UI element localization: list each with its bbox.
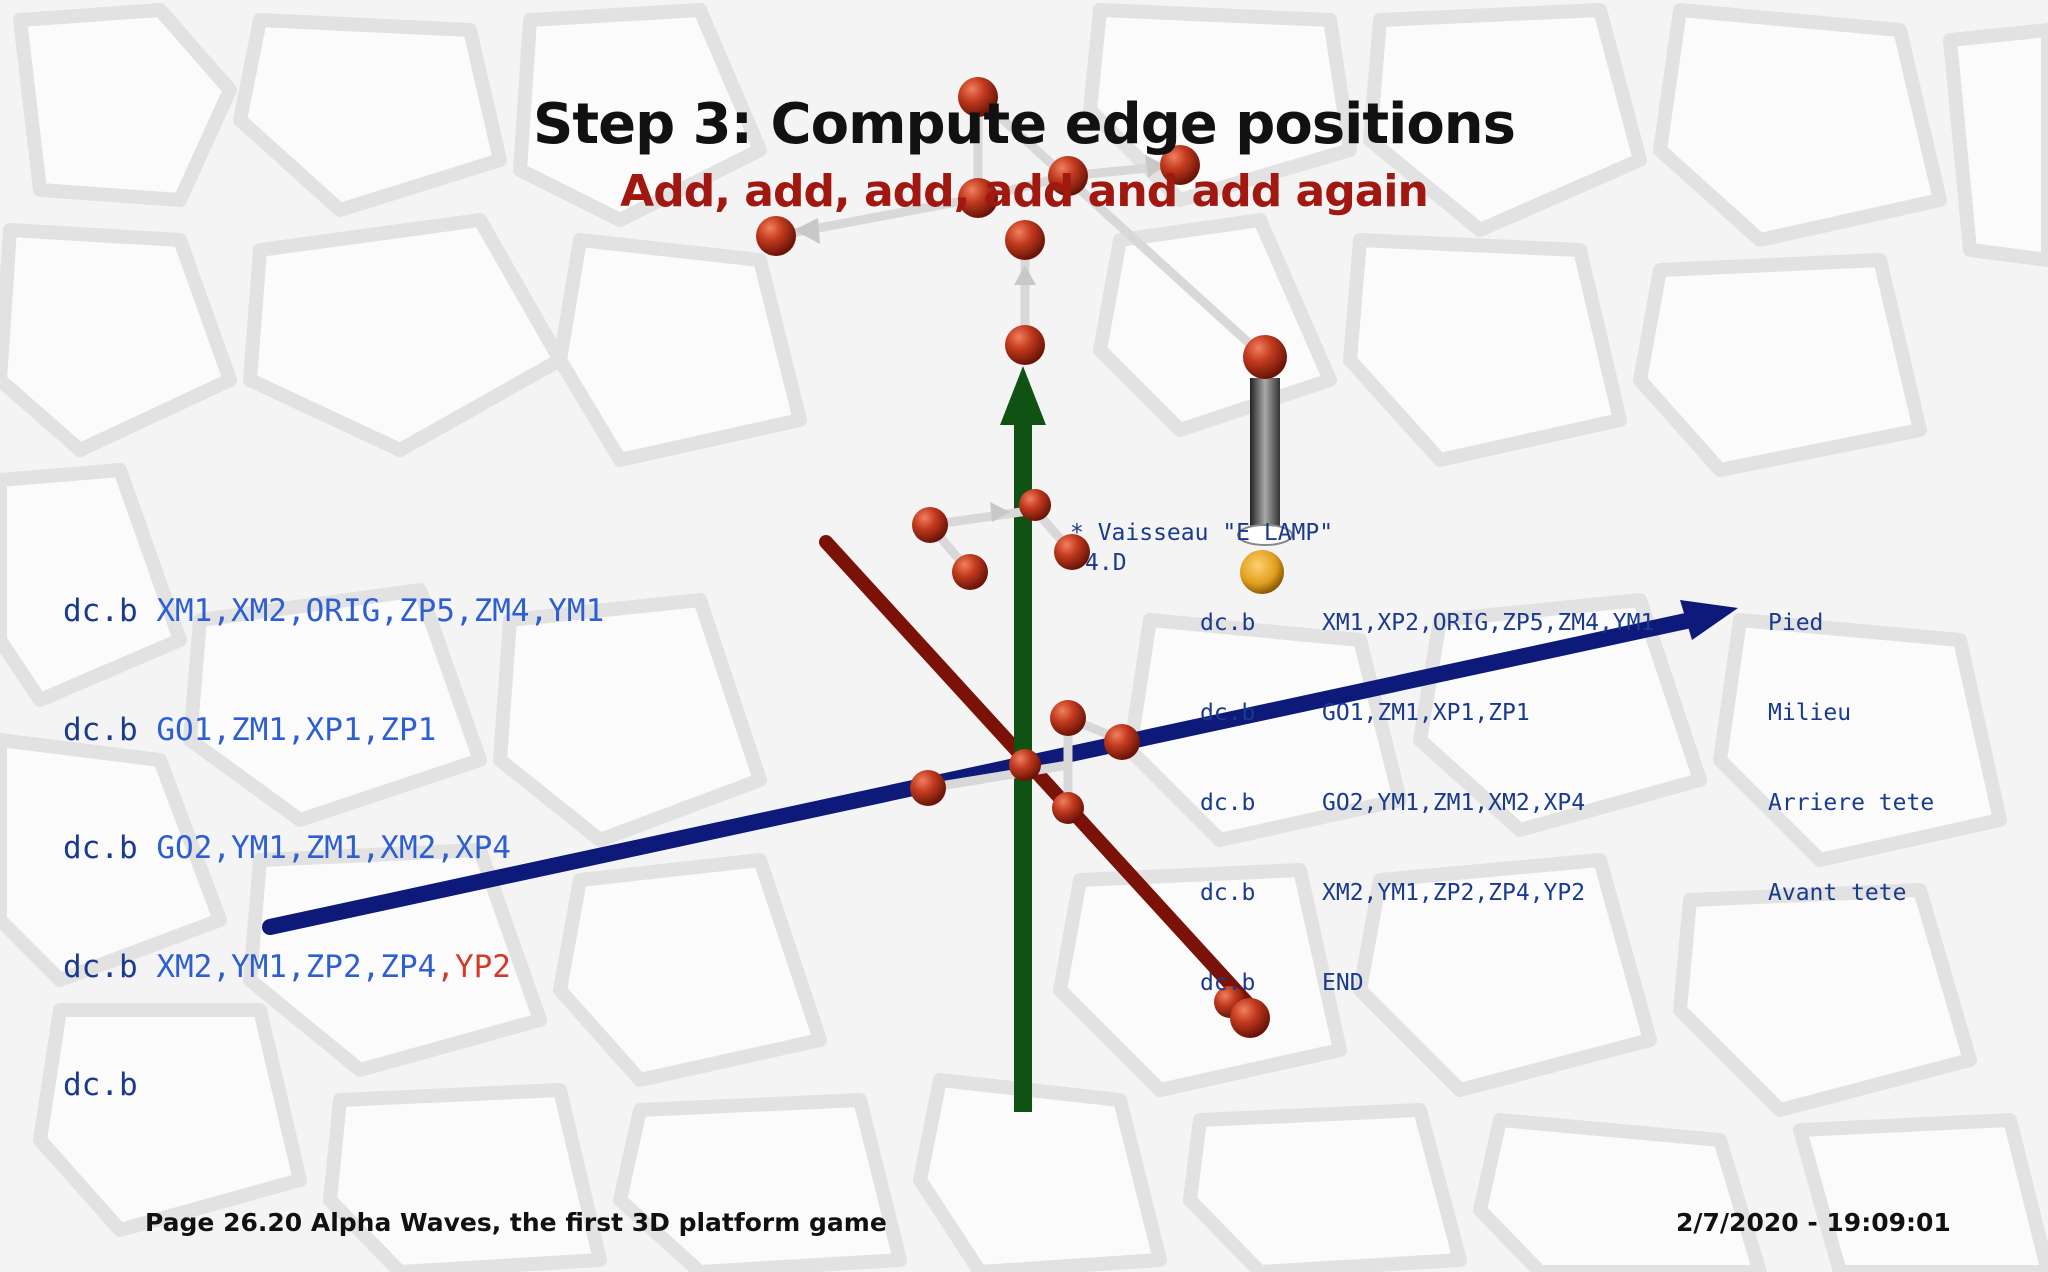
page-subtitle: Add, add, add, add and add again xyxy=(620,166,1429,217)
timestamp: 2/7/2020 - 19:09:01 xyxy=(1676,1208,1951,1237)
code-line: dc.b XM1,XM2,ORIG,ZP5,ZM4,YM1 xyxy=(63,593,605,629)
code-label: 4.D xyxy=(1085,550,1127,576)
code-listing-right-kw: dc.b dc.b dc.b dc.b dc.b xyxy=(1200,610,1256,996)
page-footer-label: Page 26.20 Alpha Waves, the first 3D pla… xyxy=(145,1208,887,1237)
code-line: dc.b GO1,ZM1,XP1,ZP1 xyxy=(63,711,437,748)
code-listing-right-comments: Pied Milieu Arriere tete Avant tete xyxy=(1768,610,1935,906)
highlighted-argument: YP2 xyxy=(454,948,511,985)
code-listing-right-args: XM1,XP2,ORIG,ZP5,ZM4,YM1 GO1,ZM1,XP1,ZP1… xyxy=(1322,610,1655,996)
code-line: dc.b xyxy=(63,1067,138,1103)
code-line: dc.b GO2,YM1,ZM1,XM2,XP4 xyxy=(63,830,511,866)
code-listing-left: dc.b XM1,XM2,ORIG,ZP5,ZM4,YM1 dc.b GO1,Z… xyxy=(63,513,604,1145)
lamp-post xyxy=(1237,378,1293,594)
x-axis xyxy=(262,600,1738,935)
page-title: Step 3: Compute edge positions xyxy=(533,92,1516,157)
code-line: dc.b XM2,YM1,ZP2,ZP4,YP2 xyxy=(63,948,511,985)
code-listing-header: * Vaisseau "E LAMP" xyxy=(1070,520,1334,546)
model-vertices xyxy=(756,77,1287,1038)
z-axis xyxy=(819,535,1259,1018)
